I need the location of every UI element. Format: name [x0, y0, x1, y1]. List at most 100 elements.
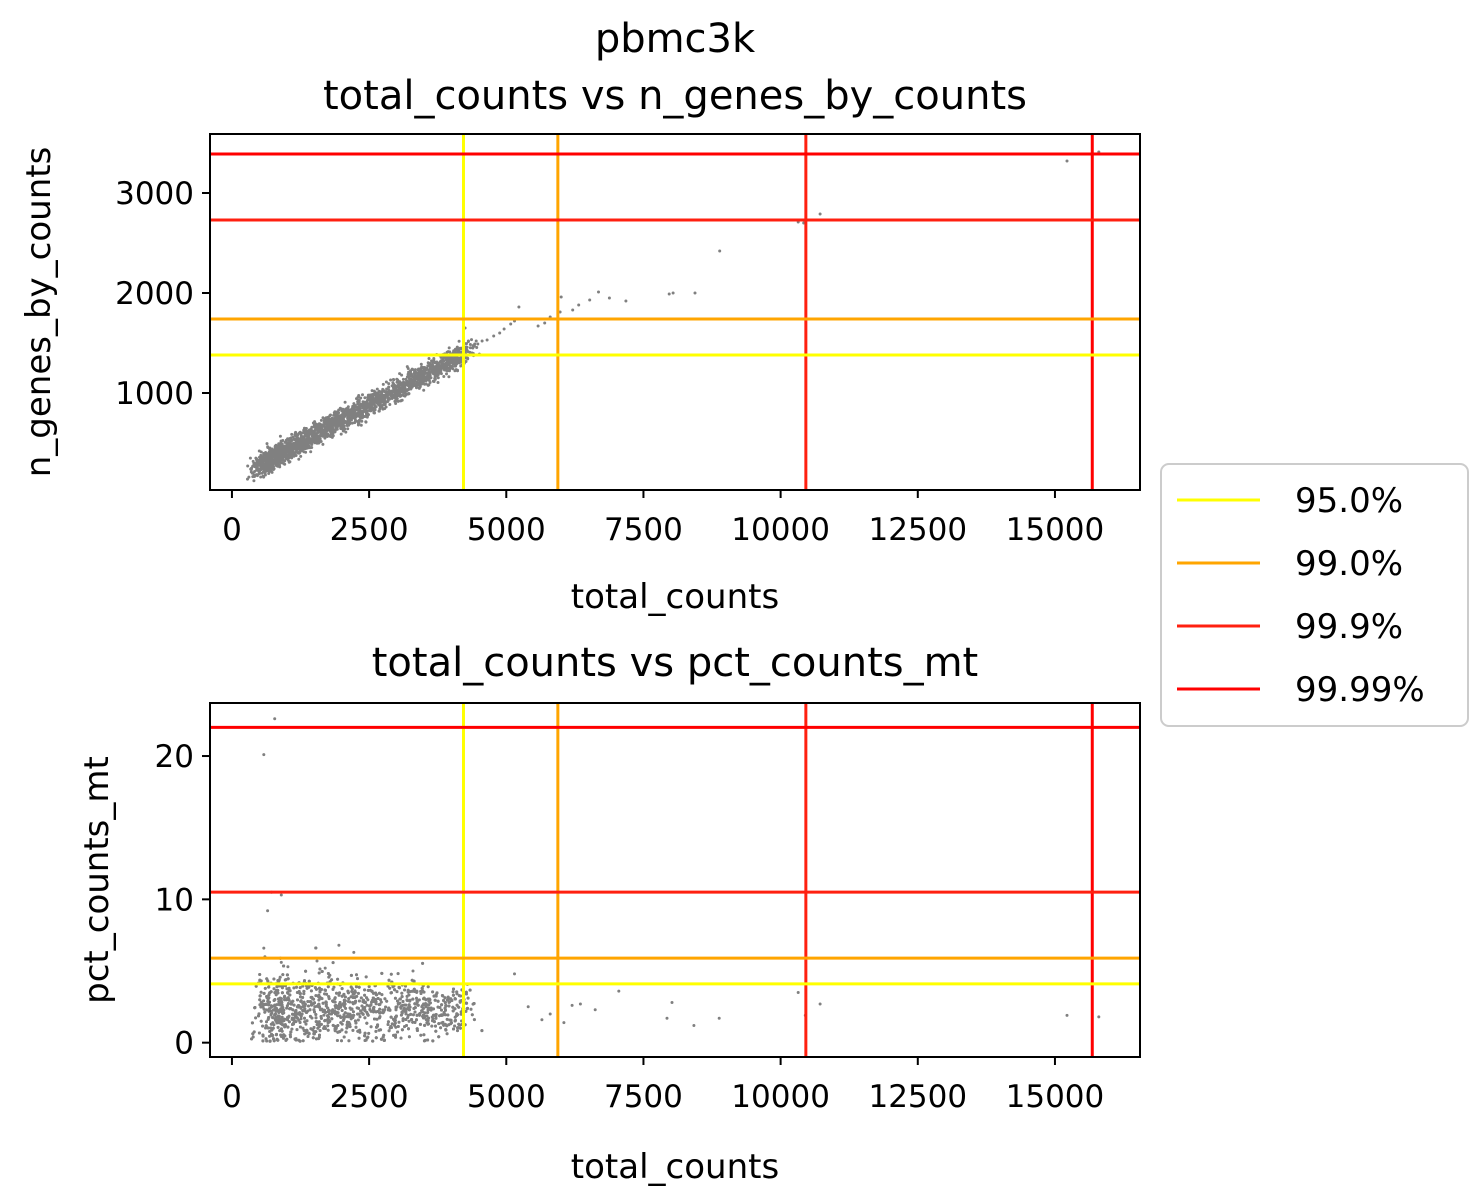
- scatter-point: [453, 1024, 457, 1028]
- scatter-point: [263, 466, 267, 469]
- scatter-point: [341, 1019, 345, 1022]
- scatter-point: [345, 407, 349, 410]
- scatter-point: [271, 1016, 275, 1020]
- scatter-point: [415, 386, 418, 390]
- scatter-point: [423, 375, 427, 379]
- scatter-point: [278, 975, 282, 979]
- scatter-point: [405, 1024, 408, 1027]
- scatter-point: [398, 372, 402, 376]
- scatter-point: [279, 439, 283, 443]
- scatter-point: [403, 383, 407, 387]
- scatter-point: [302, 446, 306, 450]
- scatter-point: [395, 395, 398, 399]
- scatter-point: [455, 1003, 459, 1007]
- scatter-point: [607, 296, 611, 300]
- scatter-point: [336, 417, 340, 421]
- scatter-point: [269, 1013, 273, 1017]
- scatter-point: [387, 392, 391, 396]
- scatter-point: [452, 349, 456, 353]
- scatter-point: [398, 391, 402, 395]
- scatter-point: [410, 1018, 414, 1021]
- y-tick-label: 10: [155, 882, 194, 918]
- scatter-point: [347, 1039, 351, 1043]
- scatter-point: [411, 997, 415, 1001]
- scatter-point: [693, 291, 697, 295]
- scatter-point: [443, 1001, 447, 1005]
- scatter-point: [376, 997, 380, 1000]
- scatter-point: [378, 1015, 382, 1019]
- scatter-point: [389, 972, 393, 976]
- scatter-point: [330, 420, 334, 424]
- scatter-point: [430, 1015, 434, 1019]
- scatter-point: [352, 416, 356, 420]
- scatter-point: [334, 1012, 337, 1016]
- scatter-point: [376, 392, 380, 396]
- scatter-point: [385, 394, 388, 398]
- scatter-point: [400, 1028, 404, 1032]
- scatter-point: [259, 990, 263, 994]
- scatter-point: [375, 1025, 378, 1029]
- scatter-point: [426, 364, 430, 368]
- scatter-point: [384, 1005, 388, 1009]
- scatter-point: [326, 416, 330, 419]
- scatter-point: [351, 1028, 355, 1032]
- scatter-point: [432, 1020, 436, 1024]
- scatter-point: [269, 467, 273, 471]
- x-axis-ticks: 0 2500 5000 7500 10000 12500 15000: [222, 1057, 1104, 1115]
- scatter-point: [282, 462, 286, 466]
- scatter-point: [273, 444, 277, 448]
- scatter-point: [526, 1005, 530, 1009]
- scatter-point: [451, 1009, 455, 1013]
- scatter-point: [426, 375, 430, 379]
- scatter-point: [323, 436, 327, 440]
- scatter-point: [266, 1026, 270, 1030]
- scatter-point: [319, 418, 323, 422]
- scatter-point: [326, 985, 330, 989]
- x-tick-label: 12500: [868, 1079, 967, 1115]
- scatter-point: [368, 409, 372, 413]
- scatter-point: [289, 1002, 293, 1006]
- y-tick-label: 3000: [115, 176, 194, 212]
- scatter-point: [309, 995, 313, 999]
- scatter-point: [246, 477, 249, 481]
- scatter-point: [276, 988, 280, 992]
- scatter-point: [447, 366, 451, 370]
- scatter-point: [257, 1031, 261, 1035]
- scatter-point: [358, 1015, 362, 1019]
- scatter-point: [348, 1012, 352, 1016]
- scatter-point: [415, 996, 418, 1000]
- y-tick-label: 0: [174, 1026, 194, 1062]
- scatter-point: [452, 1027, 455, 1031]
- scatter-point: [299, 995, 303, 999]
- scatter-point: [457, 1005, 461, 1009]
- scatter-point: [388, 403, 392, 406]
- scatter-point: [451, 990, 455, 994]
- scatter-point: [420, 986, 424, 990]
- scatter-point: [314, 987, 318, 991]
- scatter-point: [312, 1032, 316, 1036]
- scatter-point: [466, 1006, 469, 1010]
- scatter-point: [455, 361, 459, 365]
- scatter-point: [249, 470, 253, 474]
- scatter-point: [302, 989, 306, 993]
- scatter-point: [517, 305, 521, 309]
- scatter-point: [266, 1000, 270, 1004]
- scatter-point: [267, 985, 271, 989]
- scatter-point: [371, 398, 375, 402]
- scatter-point: [330, 1012, 333, 1016]
- scatter-point: [286, 442, 289, 446]
- scatter-point: [317, 1037, 321, 1041]
- scatter-point: [299, 454, 303, 458]
- scatter-point: [445, 1032, 449, 1036]
- scatter-point: [267, 472, 271, 475]
- scatter-point: [292, 986, 296, 990]
- scatter-point: [468, 343, 472, 346]
- scatter-point: [379, 1000, 383, 1004]
- scatter-point: [372, 1005, 376, 1009]
- scatter-point: [322, 418, 326, 422]
- scatter-point: [265, 453, 269, 457]
- scatter-point: [262, 999, 266, 1003]
- scatter-point: [502, 327, 506, 331]
- scatter-point: [388, 1008, 392, 1012]
- scatter-point: [267, 993, 271, 997]
